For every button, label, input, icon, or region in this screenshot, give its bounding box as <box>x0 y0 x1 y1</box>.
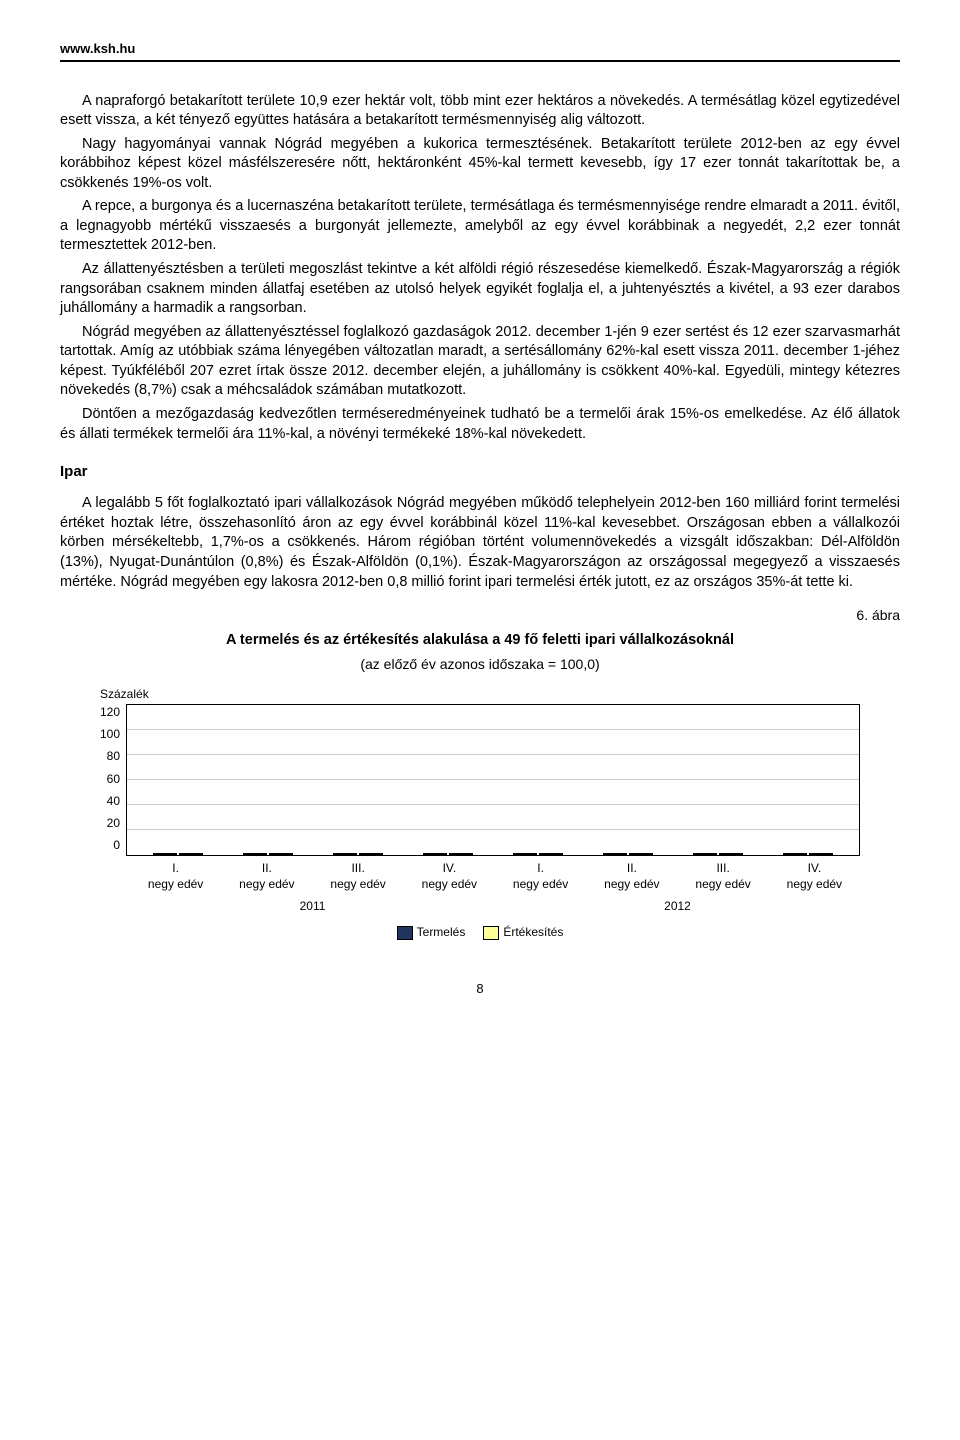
y-tick: 100 <box>100 726 120 742</box>
chart-year: 2012 <box>495 898 860 914</box>
legend-swatch-icon <box>397 926 413 940</box>
chart-year: 2011 <box>130 898 495 914</box>
legend-label: Értékesítés <box>503 925 563 939</box>
site-header: www.ksh.hu <box>60 40 900 62</box>
bar-production <box>783 853 807 855</box>
section-heading-industry: Ipar <box>60 462 900 482</box>
x-tick: I.negy edév <box>136 860 216 892</box>
chart-subtitle: (az előző év azonos időszaka = 100,0) <box>60 655 900 674</box>
bar-group <box>333 853 383 855</box>
bar-production <box>423 853 447 855</box>
x-tick: III.negy edév <box>318 860 398 892</box>
chart-title: A termelés és az értékesítés alakulása a… <box>60 631 900 651</box>
body-paragraph: A napraforgó betakarított területe 10,9 … <box>60 92 900 131</box>
bar-group <box>693 853 743 855</box>
bar-sales <box>629 853 653 855</box>
body-paragraph: Az állattenyésztésben a területi megoszl… <box>60 260 900 319</box>
x-tick: I.negy edév <box>501 860 581 892</box>
body-paragraph: Döntően a mezőgazdaság kedvezőtlen termé… <box>60 405 900 444</box>
body-paragraph: A repce, a burgonya és a lucernaszéna be… <box>60 197 900 256</box>
bar-production <box>513 853 537 855</box>
bar-group <box>513 853 563 855</box>
x-tick: II.negy edév <box>592 860 672 892</box>
bar-sales <box>359 853 383 855</box>
y-tick: 80 <box>107 748 120 764</box>
y-tick: 120 <box>100 704 120 720</box>
y-tick: 0 <box>113 837 120 853</box>
bar-group <box>603 853 653 855</box>
body-paragraph: Nógrád megyében az állattenyésztéssel fo… <box>60 323 900 401</box>
chart-x-axis: I.negy edév II.negy edév III.negy edév IV.n… <box>130 860 860 892</box>
legend-item-sales: Értékesítés <box>483 924 563 940</box>
body-paragraph: A legalább 5 főt foglalkoztató ipari vál… <box>60 494 900 592</box>
chart-plot-area <box>126 704 860 856</box>
bar-sales <box>539 853 563 855</box>
page-number: 8 <box>60 980 900 998</box>
x-tick: III.negy edév <box>683 860 763 892</box>
y-tick: 40 <box>107 793 120 809</box>
chart-year-row: 2011 2012 <box>130 898 860 914</box>
bar-group <box>783 853 833 855</box>
chart-container: Százalék 120 100 80 60 40 20 0 I.negy ed… <box>100 686 860 941</box>
legend-item-production: Termelés <box>397 924 466 940</box>
bar-production <box>333 853 357 855</box>
bar-group <box>423 853 473 855</box>
x-tick: IV.negy edév <box>409 860 489 892</box>
chart-legend: Termelés Értékesítés <box>100 924 860 940</box>
legend-label: Termelés <box>417 925 466 939</box>
x-tick: II.negy edév <box>227 860 307 892</box>
bar-production <box>243 853 267 855</box>
chart-y-axis: 120 100 80 60 40 20 0 <box>100 704 126 854</box>
bar-production <box>603 853 627 855</box>
bar-sales <box>449 853 473 855</box>
y-tick: 20 <box>107 815 120 831</box>
body-paragraph: Nagy hagyományai vannak Nógrád megyében … <box>60 135 900 194</box>
bar-sales <box>719 853 743 855</box>
bar-group <box>153 853 203 855</box>
bar-sales <box>269 853 293 855</box>
y-tick: 60 <box>107 771 120 787</box>
legend-swatch-icon <box>483 926 499 940</box>
bar-production <box>693 853 717 855</box>
bar-sales <box>179 853 203 855</box>
bar-production <box>153 853 177 855</box>
chart-plot: 120 100 80 60 40 20 0 <box>100 704 860 856</box>
figure-label: 6. ábra <box>60 606 900 625</box>
x-tick: IV.negy edév <box>774 860 854 892</box>
bar-sales <box>809 853 833 855</box>
chart-y-label: Százalék <box>100 686 860 702</box>
bar-group <box>243 853 293 855</box>
